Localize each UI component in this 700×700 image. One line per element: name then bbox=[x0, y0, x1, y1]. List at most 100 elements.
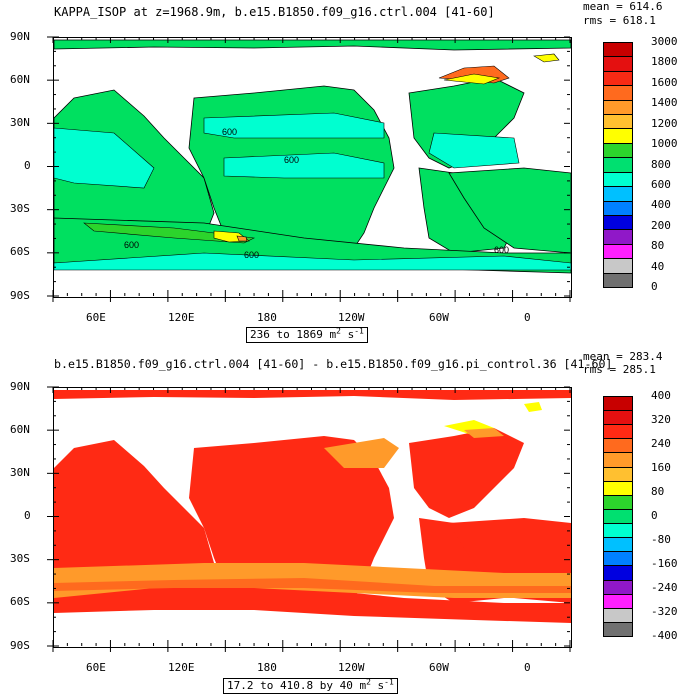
panel1-map-svg: 600 600 600 600 600 bbox=[54, 39, 571, 274]
lon-label: 120W bbox=[338, 311, 365, 324]
panel1-contour-label: 600 bbox=[244, 250, 259, 260]
lat-label: 0 bbox=[24, 159, 31, 172]
panel1-cyan-south bbox=[54, 252, 571, 271]
colorbar-label: -400 bbox=[651, 629, 678, 642]
lat-label: 90S bbox=[10, 289, 30, 302]
colorbar-swatch bbox=[603, 508, 633, 525]
colorbar-swatch bbox=[603, 128, 633, 144]
colorbar-swatch bbox=[603, 272, 633, 288]
panel1-unit-exp: 2 bbox=[336, 326, 341, 336]
colorbar-label: 3000 bbox=[651, 35, 678, 48]
panel1-contour-label: 600 bbox=[494, 245, 509, 255]
colorbar-label: 240 bbox=[651, 437, 671, 450]
colorbar-swatch bbox=[603, 424, 633, 440]
colorbar-swatch bbox=[603, 494, 633, 510]
lon-label: 60E bbox=[86, 661, 106, 674]
colorbar-label: 0 bbox=[651, 280, 658, 293]
lat-label: 30N bbox=[10, 466, 30, 479]
colorbar-swatch bbox=[603, 229, 633, 245]
panel1-unit-tail: s bbox=[347, 328, 355, 341]
panel2-pacific bbox=[189, 436, 394, 598]
panel1-colorbar: 3000 1800 1600 1400 1200 1000 800 600 400 200 80 40… bbox=[603, 36, 693, 293]
colorbar-swatch bbox=[603, 142, 633, 159]
panel2-unit-exp: 2 bbox=[366, 677, 371, 687]
lon-label: 60W bbox=[429, 311, 449, 324]
colorbar-swatch bbox=[603, 99, 633, 116]
panel1-range-text: 236 to 1869 bbox=[250, 328, 323, 341]
panel1-cyan-indian bbox=[54, 127, 155, 189]
colorbar-swatch bbox=[603, 537, 633, 553]
colorbar-label: 1200 bbox=[651, 116, 678, 130]
colorbar-label: 320 bbox=[651, 413, 671, 426]
panel1-yellow-labrador bbox=[443, 73, 501, 85]
colorbar-swatch bbox=[603, 200, 633, 216]
colorbar-label: 600 bbox=[651, 177, 671, 191]
panel2-map-svg bbox=[54, 390, 571, 623]
panel2-colorbar: 400 320 240 160 80 0 -80 -160 -240 -320 -400 bbox=[603, 390, 693, 642]
lat-label: 90N bbox=[10, 380, 30, 393]
lon-label: 60E bbox=[86, 311, 106, 324]
lat-label: 60S bbox=[10, 245, 30, 258]
panel2-unit: m bbox=[359, 679, 367, 692]
panel2-unit-tail-exp: -1 bbox=[384, 677, 394, 687]
colorbar-swatch bbox=[603, 258, 633, 274]
colorbar-label: 80 bbox=[651, 485, 665, 498]
colorbar-label: 0 bbox=[651, 509, 658, 522]
panel2-map bbox=[53, 387, 572, 648]
panel2-yellow-nordic bbox=[524, 402, 542, 412]
colorbar-label: 1800 bbox=[651, 55, 678, 69]
lon-label: 0 bbox=[524, 311, 531, 324]
colorbar-swatch bbox=[603, 114, 633, 130]
lat-label: 60S bbox=[10, 595, 30, 608]
lat-label: 60N bbox=[10, 423, 30, 436]
panel1-cyan-band-eq bbox=[223, 152, 385, 179]
panel2-mean-label: mean = 283.4 bbox=[583, 350, 663, 363]
colorbar-label: -320 bbox=[651, 605, 678, 618]
colorbar-swatch bbox=[603, 396, 633, 412]
panel1-rms-label: rms = 618.1 bbox=[583, 14, 656, 27]
colorbar-swatch bbox=[603, 593, 633, 609]
panel2-orange-labrador bbox=[464, 428, 504, 438]
lon-label: 0 bbox=[524, 661, 531, 674]
lon-label: 120E bbox=[168, 311, 195, 324]
colorbar-swatch bbox=[603, 452, 633, 468]
panel2-north-atlantic bbox=[409, 428, 524, 518]
colorbar-swatch bbox=[603, 438, 633, 454]
colorbar-swatch bbox=[603, 466, 633, 482]
colorbar-swatch bbox=[603, 157, 633, 173]
colorbar-swatch bbox=[603, 171, 633, 188]
colorbar-swatch bbox=[603, 565, 633, 581]
colorbar-swatch bbox=[603, 579, 633, 595]
panel1-lime-acc bbox=[83, 222, 256, 244]
panel1-unit-tail-exp: -1 bbox=[354, 326, 364, 336]
colorbar-swatch bbox=[603, 186, 633, 202]
colorbar-swatch bbox=[603, 621, 633, 637]
panel1-arctic-ocean bbox=[54, 39, 571, 51]
lon-label: 60W bbox=[429, 661, 449, 674]
lon-label: 120E bbox=[168, 661, 195, 674]
panel2-dark-orange-band bbox=[54, 578, 571, 593]
colorbar-swatch bbox=[603, 85, 633, 101]
panel1-map: 600 600 600 600 600 bbox=[53, 37, 572, 298]
colorbar-swatch bbox=[603, 410, 633, 426]
lon-label: 120W bbox=[338, 661, 365, 674]
panel1-cyan-atlantic bbox=[428, 132, 520, 169]
colorbar-label: 1400 bbox=[651, 96, 678, 110]
colorbar-label: 400 bbox=[651, 198, 671, 212]
colorbar-label: 1600 bbox=[651, 75, 678, 89]
panel1-mean-label: mean = 614.6 bbox=[583, 0, 663, 13]
lon-label: 180 bbox=[257, 661, 277, 674]
colorbar-label: 80 bbox=[651, 239, 665, 253]
lat-label: 0 bbox=[24, 509, 31, 522]
lat-label: 30S bbox=[10, 552, 30, 565]
panel1-southeast-atlantic bbox=[448, 167, 571, 254]
panel1-orange-tasman bbox=[236, 235, 248, 242]
colorbar-label: 200 bbox=[651, 218, 671, 232]
panel1-unit: m bbox=[329, 328, 337, 341]
panel2-rms-label: rms = 285.1 bbox=[583, 363, 656, 376]
colorbar-label: 400 bbox=[651, 389, 671, 402]
colorbar-swatch bbox=[603, 42, 633, 58]
colorbar-label: -80 bbox=[651, 533, 671, 546]
panel2-title: b.e15.B1850.f09_g16.ctrl.004 [41-60] - b… bbox=[54, 357, 613, 371]
colorbar-label: 800 bbox=[651, 157, 671, 171]
